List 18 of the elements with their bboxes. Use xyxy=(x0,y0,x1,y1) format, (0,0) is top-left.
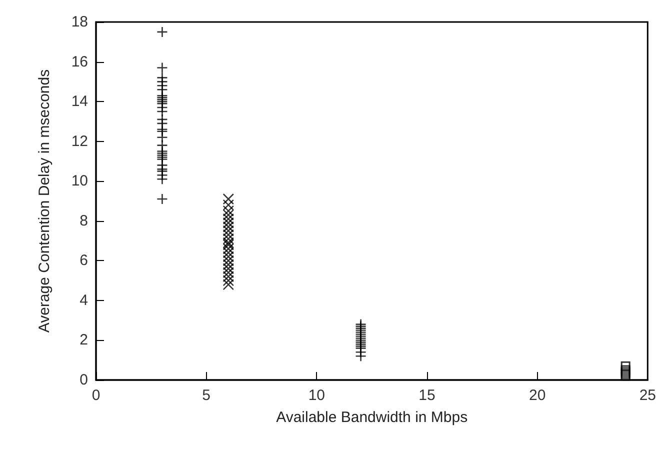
y-axis-title: Average Contention Delay in mseconds xyxy=(36,69,53,333)
x-tick-label: 15 xyxy=(418,387,436,404)
y-tick-label: 6 xyxy=(80,252,88,270)
x-tick-label: 5 xyxy=(202,387,211,404)
x-axis-title: Available Bandwidth in Mbps xyxy=(276,409,468,426)
y-tick-label: 4 xyxy=(80,292,88,309)
x-tick-label: 20 xyxy=(528,387,546,404)
y-tick-label: 12 xyxy=(71,132,88,150)
y-tick-label: 10 xyxy=(71,172,88,190)
y-tick-label: 2 xyxy=(80,332,88,349)
x-tick-label: 10 xyxy=(308,387,326,404)
y-tick-label: 16 xyxy=(71,53,88,70)
y-tick-label: 0 xyxy=(80,372,88,388)
y-tick-label: 18 xyxy=(71,14,88,30)
x-tick-label: 25 xyxy=(639,387,656,404)
x-tick-label: 0 xyxy=(92,387,100,404)
y-tick-label: 8 xyxy=(80,212,88,230)
y-tick-label: 14 xyxy=(71,93,88,110)
